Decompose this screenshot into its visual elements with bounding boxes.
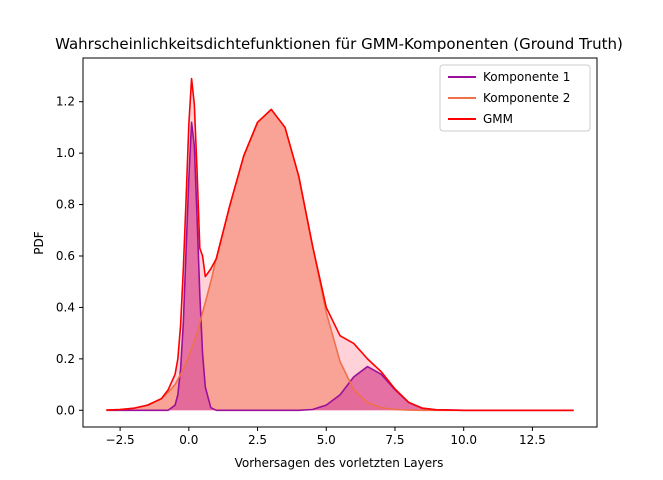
x-tick-label: 5.0 xyxy=(317,433,336,447)
area-fills xyxy=(106,78,574,411)
x-tick-label: 0.0 xyxy=(179,433,198,447)
x-tick-label: −2.5 xyxy=(106,433,135,447)
x-tick-label: 10.0 xyxy=(450,433,477,447)
legend: Komponente 1 Komponente 2 GMM xyxy=(439,64,591,132)
y-tick-label: 1.0 xyxy=(56,146,75,160)
chart-title: Wahrscheinlichkeitsdichtefunktionen für … xyxy=(55,35,623,53)
series-line-gmm xyxy=(106,77,574,412)
x-axis-label: Vorhersagen des vorletzten Layers xyxy=(235,456,444,470)
legend-label-komponente-1: Komponente 1 xyxy=(483,70,570,84)
plot-frame xyxy=(82,57,598,428)
x-tick-label: 7.5 xyxy=(385,433,404,447)
y-tick-label: 0.4 xyxy=(56,300,75,314)
y-axis-label: PDF xyxy=(32,231,46,254)
y-tick-label: 0.2 xyxy=(56,352,75,366)
x-tick-label: 12.5 xyxy=(519,433,546,447)
y-tick-label: 0.6 xyxy=(56,249,75,263)
axes xyxy=(82,57,598,428)
x-ticks: −2.5 0.0 2.5 5.0 7.5 10.0 12.5 xyxy=(106,427,546,447)
y-ticks: 0.0 0.2 0.4 0.6 0.8 1.0 1.2 xyxy=(56,95,83,417)
series-lines xyxy=(106,77,574,412)
legend-box xyxy=(439,64,591,132)
x-tick-label: 2.5 xyxy=(248,433,267,447)
legend-label-komponente-2: Komponente 2 xyxy=(483,91,570,105)
area-fill-komponente-2 xyxy=(106,109,574,411)
y-tick-label: 1.2 xyxy=(56,95,75,109)
y-tick-label: 0.8 xyxy=(56,198,75,212)
y-tick-label: 0.0 xyxy=(56,403,75,417)
legend-label-gmm: GMM xyxy=(483,112,513,126)
